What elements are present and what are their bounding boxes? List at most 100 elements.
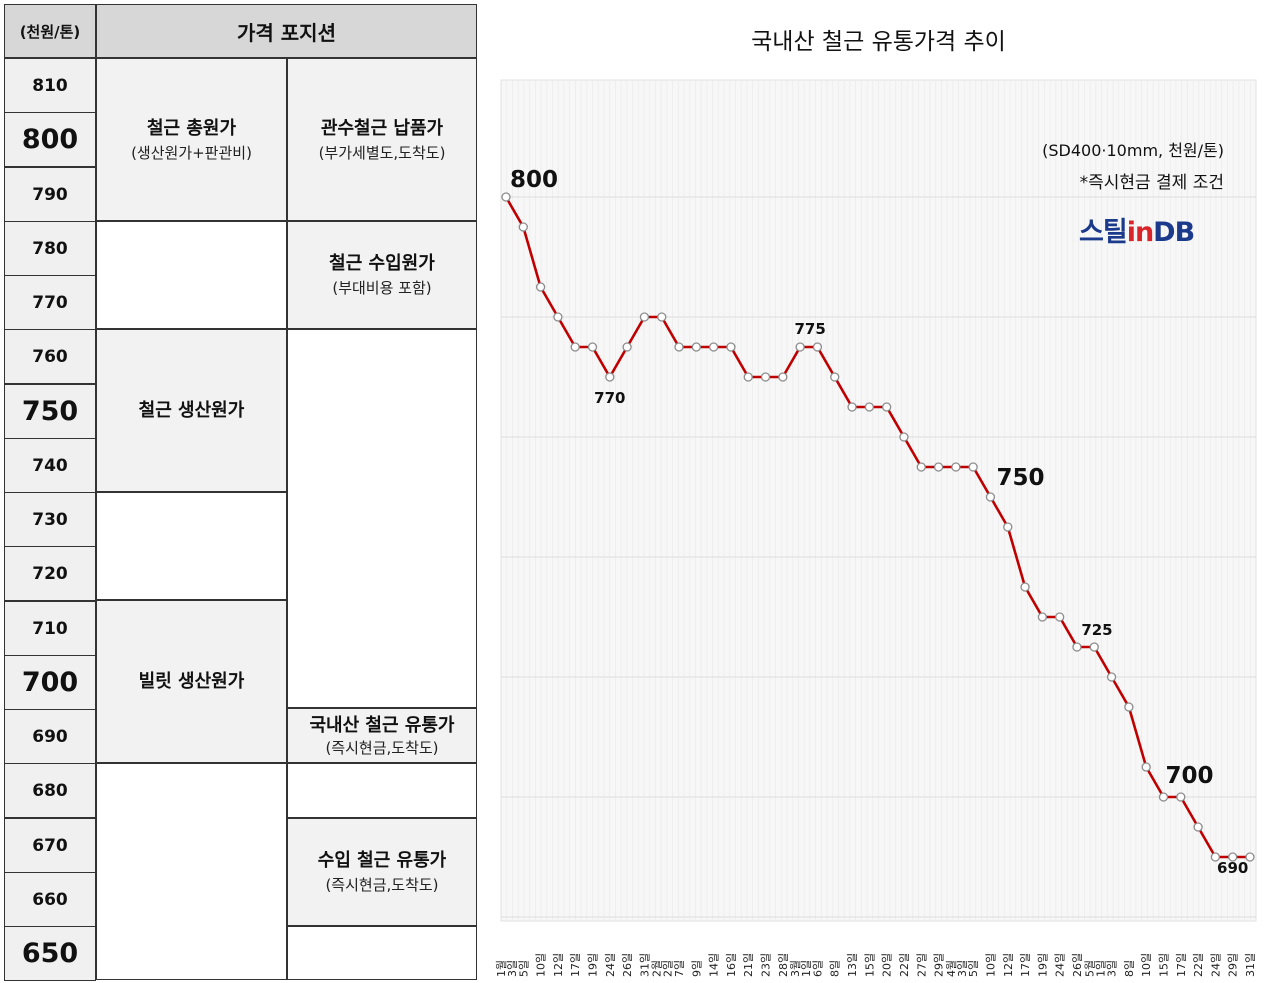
price-tick-790: 790 [4, 167, 96, 222]
x-tick-line: 28일 [776, 953, 790, 977]
domestic-distribution-sub: (즉시현금,도착도) [325, 738, 439, 757]
x-tick-label-43: 31일 [1243, 953, 1257, 977]
x-tick-line: 24일 [603, 953, 617, 977]
data-point-10 [674, 342, 684, 352]
x-tick-label-27: 5일 [966, 960, 980, 977]
x-tick-label-9: 2월2일 [651, 960, 675, 977]
production-cost-label: 철근 생산원가 [138, 399, 245, 421]
data-point-42 [1228, 852, 1238, 862]
x-tick-line: 10일 [983, 953, 997, 977]
x-tick-line: 4월 [945, 960, 958, 977]
logo-part-db: DB [1153, 217, 1195, 248]
domestic-distribution-label: 국내산 철근 유통가 [309, 714, 455, 736]
x-tick-line: 17일 [1018, 953, 1032, 977]
data-point-37 [1141, 762, 1151, 772]
data-point-1 [518, 222, 528, 232]
total-cost-sub: (생산원가+판관비) [131, 143, 252, 162]
x-tick-line: 3일 [955, 960, 969, 977]
x-tick-line: 20일 [880, 953, 894, 977]
data-point-25 [933, 462, 944, 472]
import-distribution-sub: (즉시현금,도착도) [325, 876, 439, 894]
unit-header: (천원/톤) [4, 4, 96, 58]
data-point-21 [864, 402, 874, 412]
import-distribution-label: 수입 철근 유통가 [317, 850, 447, 871]
x-tick-line: 27일 [914, 953, 928, 977]
spec-note: (SD400·10mm, 천원/톤) [1042, 141, 1224, 160]
data-point-22 [882, 402, 892, 412]
x-tick-line: 10일 [1139, 953, 1153, 977]
data-point-11 [691, 342, 701, 352]
data-label-775: 775 [794, 320, 825, 338]
left-empty-3 [96, 763, 287, 980]
x-tick-line: 16일 [724, 953, 738, 977]
x-tick-line: 29일 [1226, 953, 1240, 977]
x-tick-label-8: 31일 [637, 953, 651, 977]
price-tick-780: 780 [4, 221, 96, 276]
x-tick-label-29: 12일 [1001, 953, 1015, 977]
data-label-750: 750 [996, 465, 1044, 491]
import-distribution-band: 수입 철근 유통가 (즉시현금,도착도) [287, 818, 477, 926]
data-label-690: 690 [1217, 859, 1248, 877]
x-tick-label-25: 29일 [932, 953, 946, 977]
price-tick-660: 660 [4, 872, 96, 927]
x-tick-line: 2월 [651, 960, 664, 977]
x-tick-label-17: 3월1일 [789, 960, 813, 977]
data-point-26 [951, 462, 961, 472]
chart-title: 국내산 철근 유통가격 추이 [751, 29, 1006, 55]
data-point-39 [1176, 792, 1186, 802]
data-point-12 [708, 342, 719, 352]
x-tick-label-12: 14일 [707, 953, 721, 977]
x-tick-line: 9일 [689, 960, 703, 977]
import-cost-sub: (부대비용 포함) [332, 279, 432, 297]
position-header-text: 가격 포지션 [237, 20, 336, 45]
data-point-34 [1089, 642, 1099, 652]
data-point-14 [743, 372, 753, 382]
x-tick-line: 22일 [897, 953, 911, 977]
data-point-8 [639, 312, 650, 322]
x-tick-line: 24일 [1053, 953, 1067, 977]
billet-cost-label: 빌릿 생산원가 [138, 670, 245, 692]
steelindb-logo: 스틸inDB [1079, 210, 1195, 249]
x-tick-label-11: 9일 [689, 960, 703, 977]
data-point-20 [847, 402, 857, 412]
x-tick-line: 10일 [534, 953, 548, 977]
x-tick-line: 26일 [1070, 953, 1084, 977]
x-tick-label-21: 15일 [862, 953, 876, 977]
x-tick-line: 1일 [1093, 960, 1107, 977]
x-tick-line: 13일 [845, 953, 859, 977]
logo-part-steel: 스틸 [1079, 217, 1128, 248]
import-cost-label: 철근 수입원가 [329, 253, 435, 274]
government-supply-sub: (부가세별도,도착도) [318, 143, 446, 162]
x-tick-label-16: 28일 [776, 953, 790, 977]
price-tick-760: 760 [4, 329, 96, 384]
total-cost-label: 철근 총원가 [146, 117, 237, 139]
price-tick-800: 800 [4, 112, 96, 167]
logo-part-in: in [1126, 217, 1155, 248]
government-supply-label: 관수철근 납품가 [320, 117, 444, 139]
x-tick-line: 5월 [1083, 960, 1096, 977]
price-tick-680: 680 [4, 763, 96, 818]
x-tick-label-20: 13일 [845, 953, 859, 977]
x-tick-label-38: 15일 [1156, 953, 1170, 977]
price-tick-700: 700 [4, 655, 96, 710]
x-tick-line: 21일 [741, 953, 755, 977]
data-label-800: 800 [510, 167, 558, 193]
x-tick-label-10: 7일 [672, 960, 686, 977]
x-tick-label-14: 21일 [741, 953, 755, 977]
x-tick-label-3: 12일 [551, 953, 565, 977]
x-tick-line: 24일 [1208, 953, 1222, 977]
price-tick-650: 650 [4, 926, 96, 981]
x-tick-line: 15일 [1156, 953, 1170, 977]
price-series-line [504, 196, 1250, 859]
x-tick-label-4: 17일 [568, 953, 582, 977]
right-empty-3 [287, 926, 477, 980]
x-tick-label-41: 24일 [1208, 953, 1222, 977]
x-tick-label-5: 19일 [586, 953, 600, 977]
x-tick-line: 3일 [1105, 960, 1119, 977]
x-tick-label-19: 8일 [828, 960, 842, 977]
x-tick-label-2: 10일 [534, 953, 548, 977]
x-tick-line: 7일 [672, 960, 686, 977]
x-tick-line: 5일 [516, 960, 530, 977]
data-point-13 [726, 342, 736, 352]
x-tick-line: 19일 [586, 953, 600, 977]
